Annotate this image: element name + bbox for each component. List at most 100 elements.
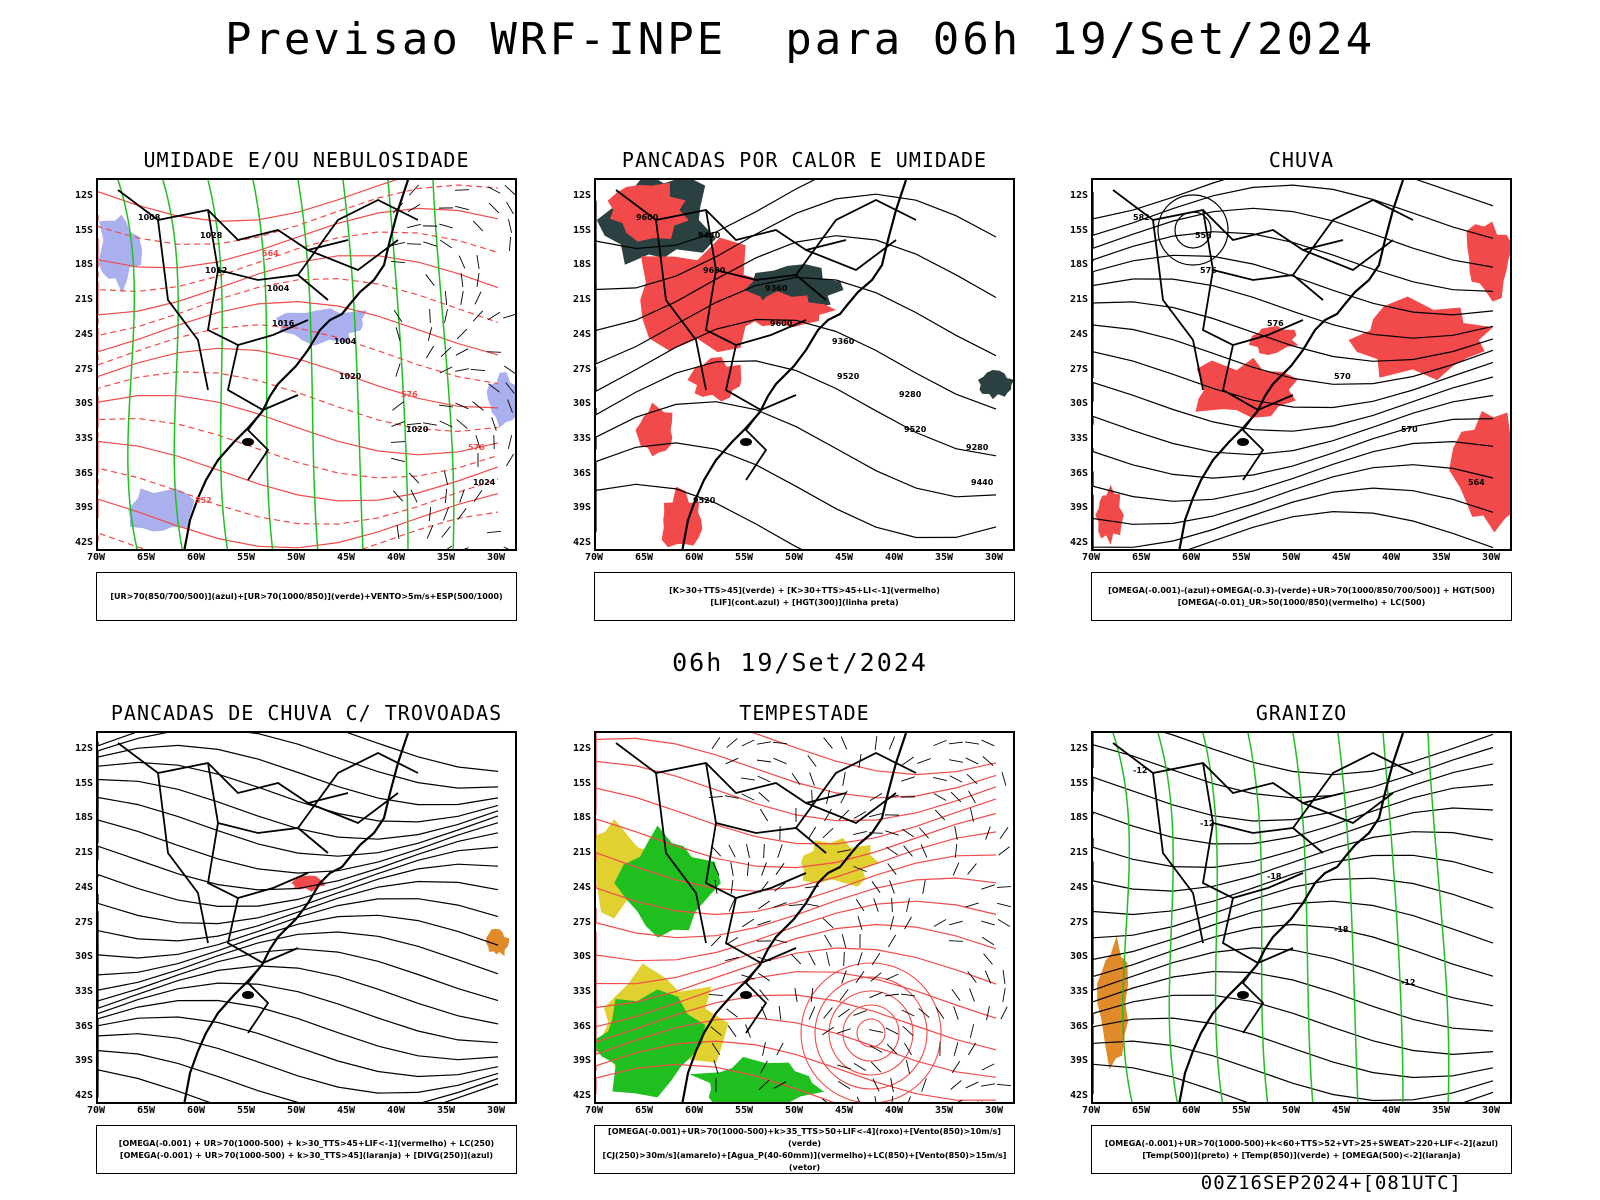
contour-line — [596, 180, 816, 250]
contour-label: 1008 — [138, 213, 161, 222]
contour-line — [1093, 180, 1494, 220]
longitude-label: 70W — [86, 1105, 106, 1116]
latitude-label: 18S — [1069, 812, 1088, 824]
state-border — [1202, 209, 1324, 301]
wind-vector — [710, 845, 722, 857]
rain-area — [1449, 411, 1510, 533]
longitude-label: 40W — [386, 1105, 406, 1116]
wind-vector — [393, 490, 403, 502]
wind-vector — [439, 239, 453, 249]
coastline — [681, 733, 908, 1102]
longitude-label: 55W — [734, 552, 754, 563]
wind-vector — [838, 1008, 850, 1018]
rain-area — [1248, 325, 1299, 355]
latitude-label: 36S — [1069, 467, 1088, 479]
contour-line — [814, 976, 928, 1090]
longitude-label: 65W — [634, 1105, 654, 1116]
wind-vector — [726, 1008, 738, 1018]
contour-line — [1093, 1017, 1494, 1079]
wind-vector — [759, 989, 769, 1001]
wind-vector — [791, 773, 801, 785]
wind-vector — [935, 1006, 945, 1020]
contour-label: 1004 — [334, 337, 357, 346]
wind-vector — [476, 255, 480, 269]
longitude-label: 30W — [486, 552, 506, 563]
wind-vector — [470, 369, 486, 371]
contour-label: -18 — [1334, 925, 1349, 934]
wind-vector — [429, 308, 431, 324]
contour-line — [1292, 733, 1314, 1102]
longitude-label: 45W — [336, 552, 356, 563]
coastline — [183, 733, 410, 1102]
latitude-label: 15S — [572, 777, 591, 789]
wind-vector — [443, 471, 449, 485]
longitude-label: 30W — [984, 1105, 1004, 1116]
wind-vector — [710, 1026, 722, 1036]
longitude-label: 50W — [1281, 552, 1301, 563]
contour-line — [98, 184, 499, 245]
lagoon — [740, 438, 752, 446]
coastline — [1178, 733, 1405, 1102]
contour-line — [596, 900, 997, 962]
longitude-label: 50W — [1281, 1105, 1301, 1116]
latitude-label: 15S — [74, 224, 93, 236]
wind-vector — [887, 934, 897, 948]
contour-line — [98, 1016, 499, 1078]
wind-vector — [981, 884, 995, 890]
wind-vector — [901, 828, 915, 838]
wind-vector — [391, 457, 405, 463]
latitude-label: 27S — [74, 916, 93, 928]
panel-legend: [OMEGA(-0.001)+UR>70(1000-500)+k>35_TTS>… — [594, 1125, 1015, 1174]
wind-vector — [874, 1096, 877, 1102]
wind-vector — [934, 809, 946, 821]
wind-vector — [951, 989, 961, 1001]
wind-vector — [423, 422, 437, 426]
panel-legend: [UR>70(850/700/500)](azul)+[UR>70(1000/8… — [96, 572, 517, 621]
hail-area — [1097, 935, 1129, 1070]
wind-vector — [837, 849, 851, 853]
wind-vector — [933, 919, 947, 927]
state-border — [705, 762, 827, 854]
wind-vector — [758, 900, 770, 910]
wind-vector — [713, 1060, 719, 1074]
wind-vector — [970, 808, 974, 822]
wind-vector — [949, 920, 963, 926]
latitude-label: 30S — [572, 398, 591, 410]
contour-line — [596, 812, 997, 869]
contour-line — [1093, 744, 1494, 799]
contour-line — [1093, 207, 1494, 268]
legend-line: [CJ(250)>30m/s](amarelo)+[Agua_P(40-60mm… — [602, 1150, 1007, 1172]
wind-vector — [857, 916, 863, 930]
contour-line — [596, 442, 997, 539]
legend-line: [Temp(500)](preto) + [Temp(850)](verde) … — [1142, 1150, 1461, 1160]
contour-line — [98, 180, 398, 223]
contour-line — [98, 733, 499, 772]
lagoon — [242, 991, 254, 999]
heat-shower-area — [738, 291, 836, 328]
wind-vector — [395, 363, 401, 377]
legend-line: [OMEGA(-0.001) + UR>70(1000-500) + k>30_… — [119, 1150, 494, 1160]
contour-line — [596, 1040, 996, 1101]
wind-vector — [776, 1042, 784, 1056]
panel-title: PANCADAS POR CALOR E UMIDADE — [621, 148, 988, 172]
wind-vector — [822, 827, 834, 839]
wind-vector — [425, 345, 435, 359]
wind-vector — [390, 441, 406, 443]
state-border — [724, 344, 797, 412]
wind-vector — [891, 897, 893, 913]
longitude-label: 40W — [1381, 552, 1401, 563]
wind-vector — [487, 186, 501, 194]
contour-label: 564 — [1468, 478, 1485, 487]
contour-label: -12 — [1133, 766, 1147, 775]
wind-vector — [741, 974, 755, 980]
contour-label: 1028 — [200, 231, 223, 240]
wind-vector — [763, 843, 765, 859]
wind-vector — [775, 863, 785, 875]
wind-vector — [757, 775, 771, 783]
wind-vector — [857, 952, 863, 966]
contour-line — [98, 324, 499, 385]
wind-vector — [393, 309, 403, 323]
contour-label: 564 — [262, 249, 279, 258]
wind-vector — [968, 790, 976, 804]
wind-vector — [886, 846, 898, 856]
